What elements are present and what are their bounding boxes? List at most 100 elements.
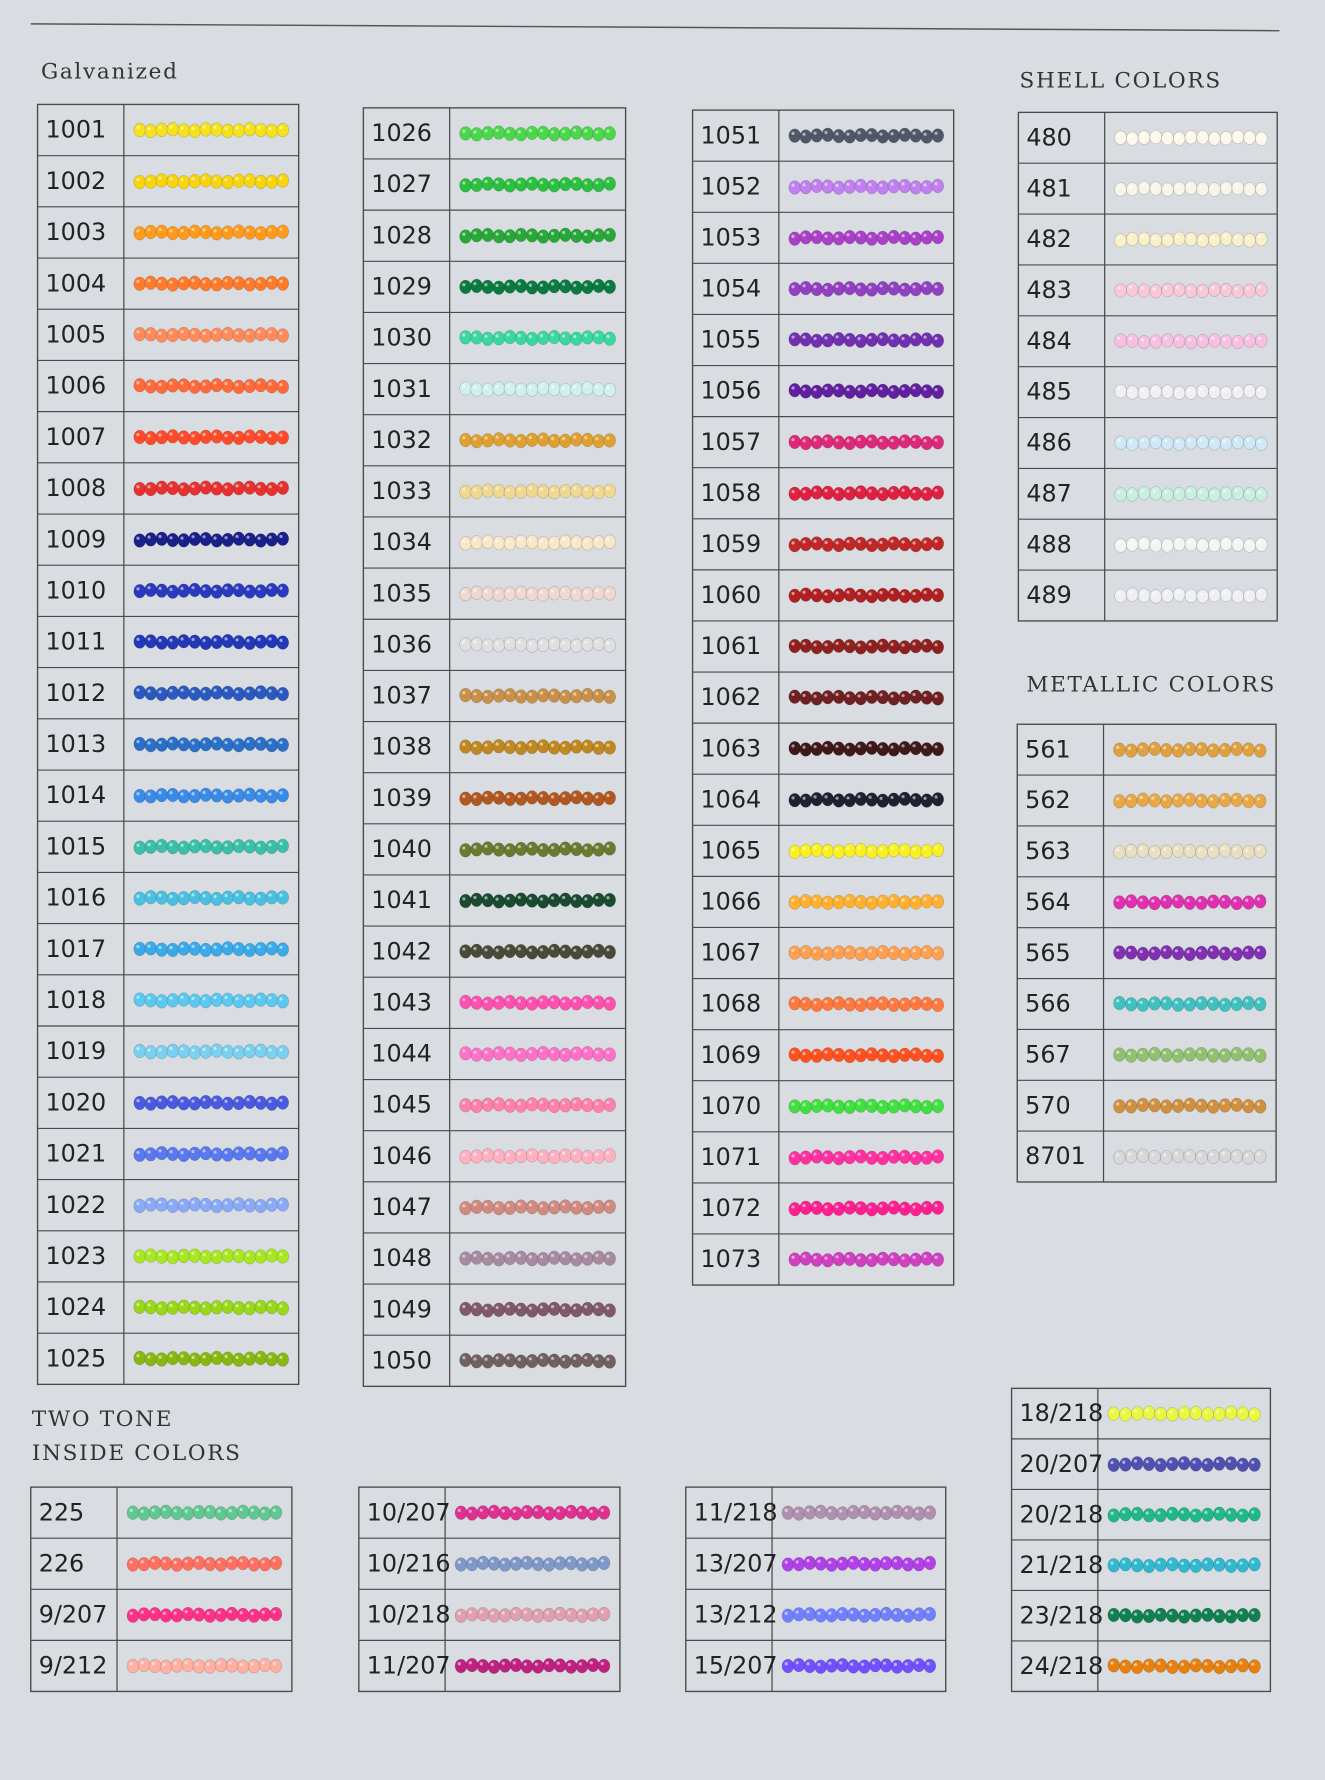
bead <box>503 636 517 652</box>
bead-shine <box>595 744 599 748</box>
bead-shine <box>457 1611 461 1615</box>
bead-shine <box>235 1355 239 1360</box>
bead <box>177 941 190 956</box>
bead-shine <box>1164 541 1168 545</box>
bead <box>1160 894 1173 910</box>
bead-shine <box>890 795 894 800</box>
bead <box>232 993 246 1009</box>
bead-shine <box>791 234 795 238</box>
bead-shine <box>180 1099 184 1103</box>
bead <box>177 276 190 291</box>
bead-shine <box>158 740 162 745</box>
bead-shine <box>923 641 927 646</box>
bead <box>236 1607 250 1623</box>
bead-shine <box>495 334 499 338</box>
bead-shine <box>246 382 250 386</box>
bead <box>887 691 901 706</box>
bead-shine <box>857 1256 861 1260</box>
bead-shine <box>224 330 228 334</box>
bead <box>503 943 517 959</box>
bead-shine <box>1117 387 1121 391</box>
bead <box>155 1301 168 1316</box>
color-code: 1051 <box>701 121 762 149</box>
bead-strand <box>1113 1097 1267 1114</box>
bead <box>1142 1608 1156 1624</box>
bead <box>199 1044 212 1059</box>
bead-strand <box>126 1555 283 1572</box>
bead-strand <box>788 1251 945 1268</box>
bead <box>581 994 594 1010</box>
bead-shine <box>584 539 588 543</box>
bead <box>575 1557 589 1572</box>
bead-shine <box>468 1610 472 1614</box>
bead-shine <box>506 333 510 337</box>
bead-shine <box>213 177 217 181</box>
bead-shine <box>473 795 477 799</box>
bead <box>799 894 812 909</box>
color-code: 1046 <box>371 1142 432 1170</box>
bead <box>536 1097 550 1112</box>
bead-shine <box>206 1560 210 1564</box>
bead <box>276 890 290 905</box>
bead <box>909 1047 923 1062</box>
bead-shine <box>912 1255 916 1259</box>
bead <box>1148 741 1161 756</box>
bead <box>854 1201 868 1216</box>
bead <box>470 228 483 243</box>
bead-shine <box>1116 745 1120 750</box>
bead <box>781 1557 795 1572</box>
bead-shine <box>279 1252 283 1256</box>
bead-shine <box>495 845 499 849</box>
bead <box>1171 1048 1185 1063</box>
bead-shine <box>517 538 521 542</box>
color-code: 1022 <box>46 1191 107 1219</box>
bead-shine <box>573 486 577 490</box>
bead-shine <box>539 1255 544 1259</box>
bead-shine <box>495 487 499 491</box>
bead-strand <box>781 1504 937 1521</box>
bead-shine <box>473 1050 477 1054</box>
bead-strand <box>788 383 945 400</box>
bead-shine <box>1211 185 1215 189</box>
bead-shine <box>528 435 532 440</box>
bead <box>843 384 857 399</box>
bead-shine <box>868 335 872 340</box>
bead-strand <box>133 1145 290 1163</box>
bead-strand <box>126 1504 283 1521</box>
bead <box>843 280 857 296</box>
bead <box>898 383 912 399</box>
bead <box>514 433 528 449</box>
bead-shine <box>813 1051 817 1055</box>
bead <box>514 534 528 550</box>
bead <box>836 1506 849 1521</box>
bead <box>155 173 168 188</box>
bead-shine <box>901 1050 905 1055</box>
bead <box>559 331 572 346</box>
bead-shine <box>1221 1101 1225 1105</box>
bead <box>592 1250 605 1265</box>
bead-shine <box>268 382 272 386</box>
bead-shine <box>257 995 261 999</box>
bead-shine <box>473 692 477 696</box>
bead-shine <box>1199 541 1203 545</box>
bead-shine <box>813 846 817 850</box>
bead-shine <box>1180 1459 1185 1463</box>
bead-shine <box>573 231 577 236</box>
bead <box>155 787 168 803</box>
bead-shine <box>136 740 140 744</box>
bead <box>931 536 945 551</box>
bead <box>1201 1407 1214 1422</box>
bead <box>603 586 616 601</box>
bead-shine <box>213 791 217 795</box>
bead-shine <box>901 285 905 290</box>
bead-shine <box>912 386 916 390</box>
bead <box>1166 1608 1179 1623</box>
bead-shine <box>147 228 151 232</box>
bead-shine <box>224 1302 228 1307</box>
bead <box>269 1505 283 1520</box>
bead-shine <box>600 1508 604 1512</box>
bead-shine <box>1245 1050 1249 1054</box>
bead-shine <box>1128 336 1133 341</box>
bead <box>509 1657 523 1673</box>
bead <box>1219 385 1233 401</box>
